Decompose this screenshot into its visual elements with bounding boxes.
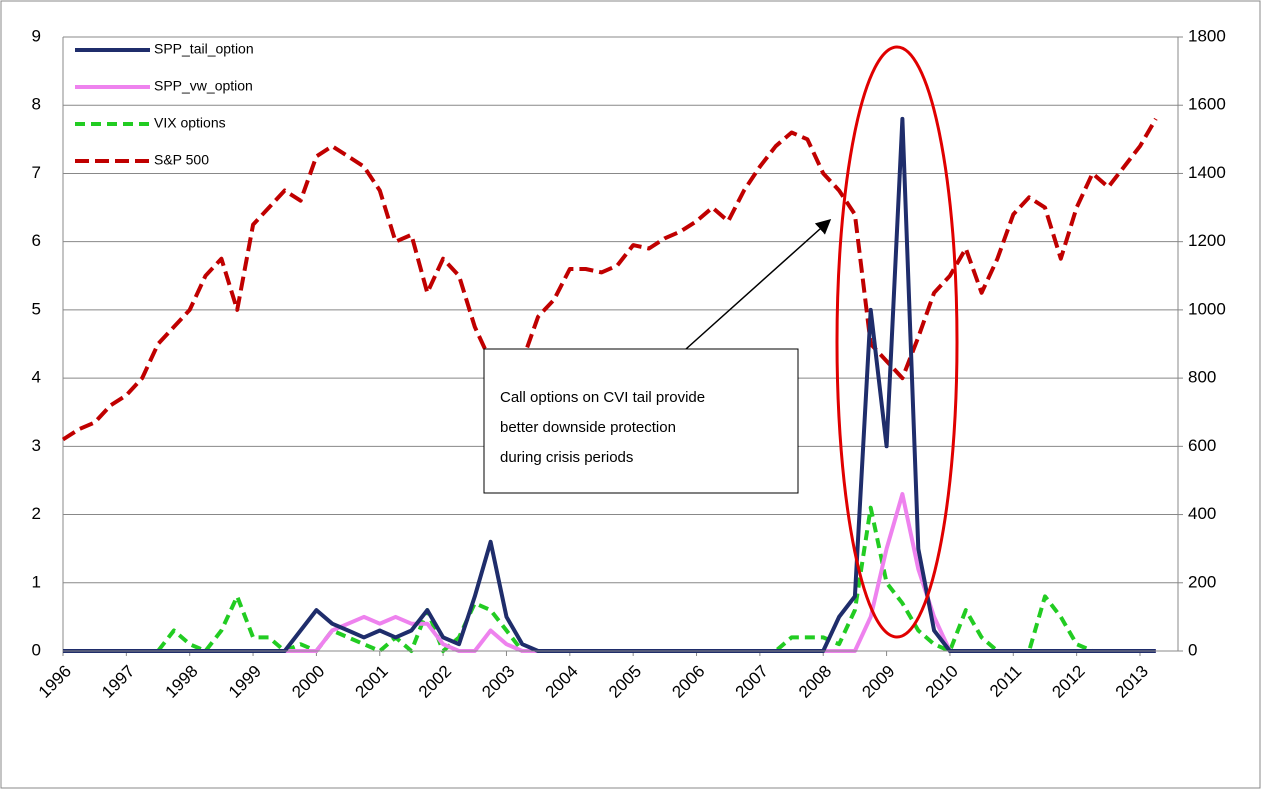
y-tick-label: 9 xyxy=(32,26,41,45)
y2-tick-label: 1200 xyxy=(1188,231,1226,250)
y2-tick-label: 1800 xyxy=(1188,26,1226,45)
y-tick-label: 3 xyxy=(32,436,41,455)
annotation-box xyxy=(483,348,799,494)
legend-label: SPP_vw_option xyxy=(154,78,253,94)
series-line xyxy=(61,117,1158,442)
y-tick-label: 0 xyxy=(32,640,41,659)
y2-tick-label: 1400 xyxy=(1188,163,1226,182)
annotation-line: during crisis periods xyxy=(500,449,633,466)
y-tick-label: 8 xyxy=(32,95,41,114)
y-tick-label: 7 xyxy=(32,163,41,182)
highlight-ellipse xyxy=(835,45,959,639)
y-tick-label: 2 xyxy=(32,504,41,523)
y2-tick-label: 1000 xyxy=(1188,299,1226,318)
y-tick-label: 4 xyxy=(32,368,41,387)
legend-label: SPP_tail_option xyxy=(154,41,254,57)
legend-label: VIX options xyxy=(154,115,226,131)
y-tick-label: 1 xyxy=(32,572,41,591)
y2-tick-label: 400 xyxy=(1188,504,1216,523)
annotation-arrow xyxy=(685,218,832,350)
plot-area: 0 1 2 3 4 5 6 7 8 9 0 200 400 600 800 1000 1200 1400 1600 1… xyxy=(32,26,1226,701)
y2-tick-label: 600 xyxy=(1188,436,1216,455)
y2-tick-label: 1600 xyxy=(1188,95,1226,114)
y-tick-label: 6 xyxy=(32,231,41,250)
annotation-line: better downside protection xyxy=(500,419,676,436)
legend-label: S&P 500 xyxy=(154,152,209,168)
y2-tick-label: 0 xyxy=(1188,640,1197,659)
y2-tick-label: 800 xyxy=(1188,368,1216,387)
y2-tick-label: 200 xyxy=(1188,572,1216,591)
y-tick-label: 5 xyxy=(32,299,41,318)
annotation-line: Call options on CVI tail provide xyxy=(500,389,705,406)
